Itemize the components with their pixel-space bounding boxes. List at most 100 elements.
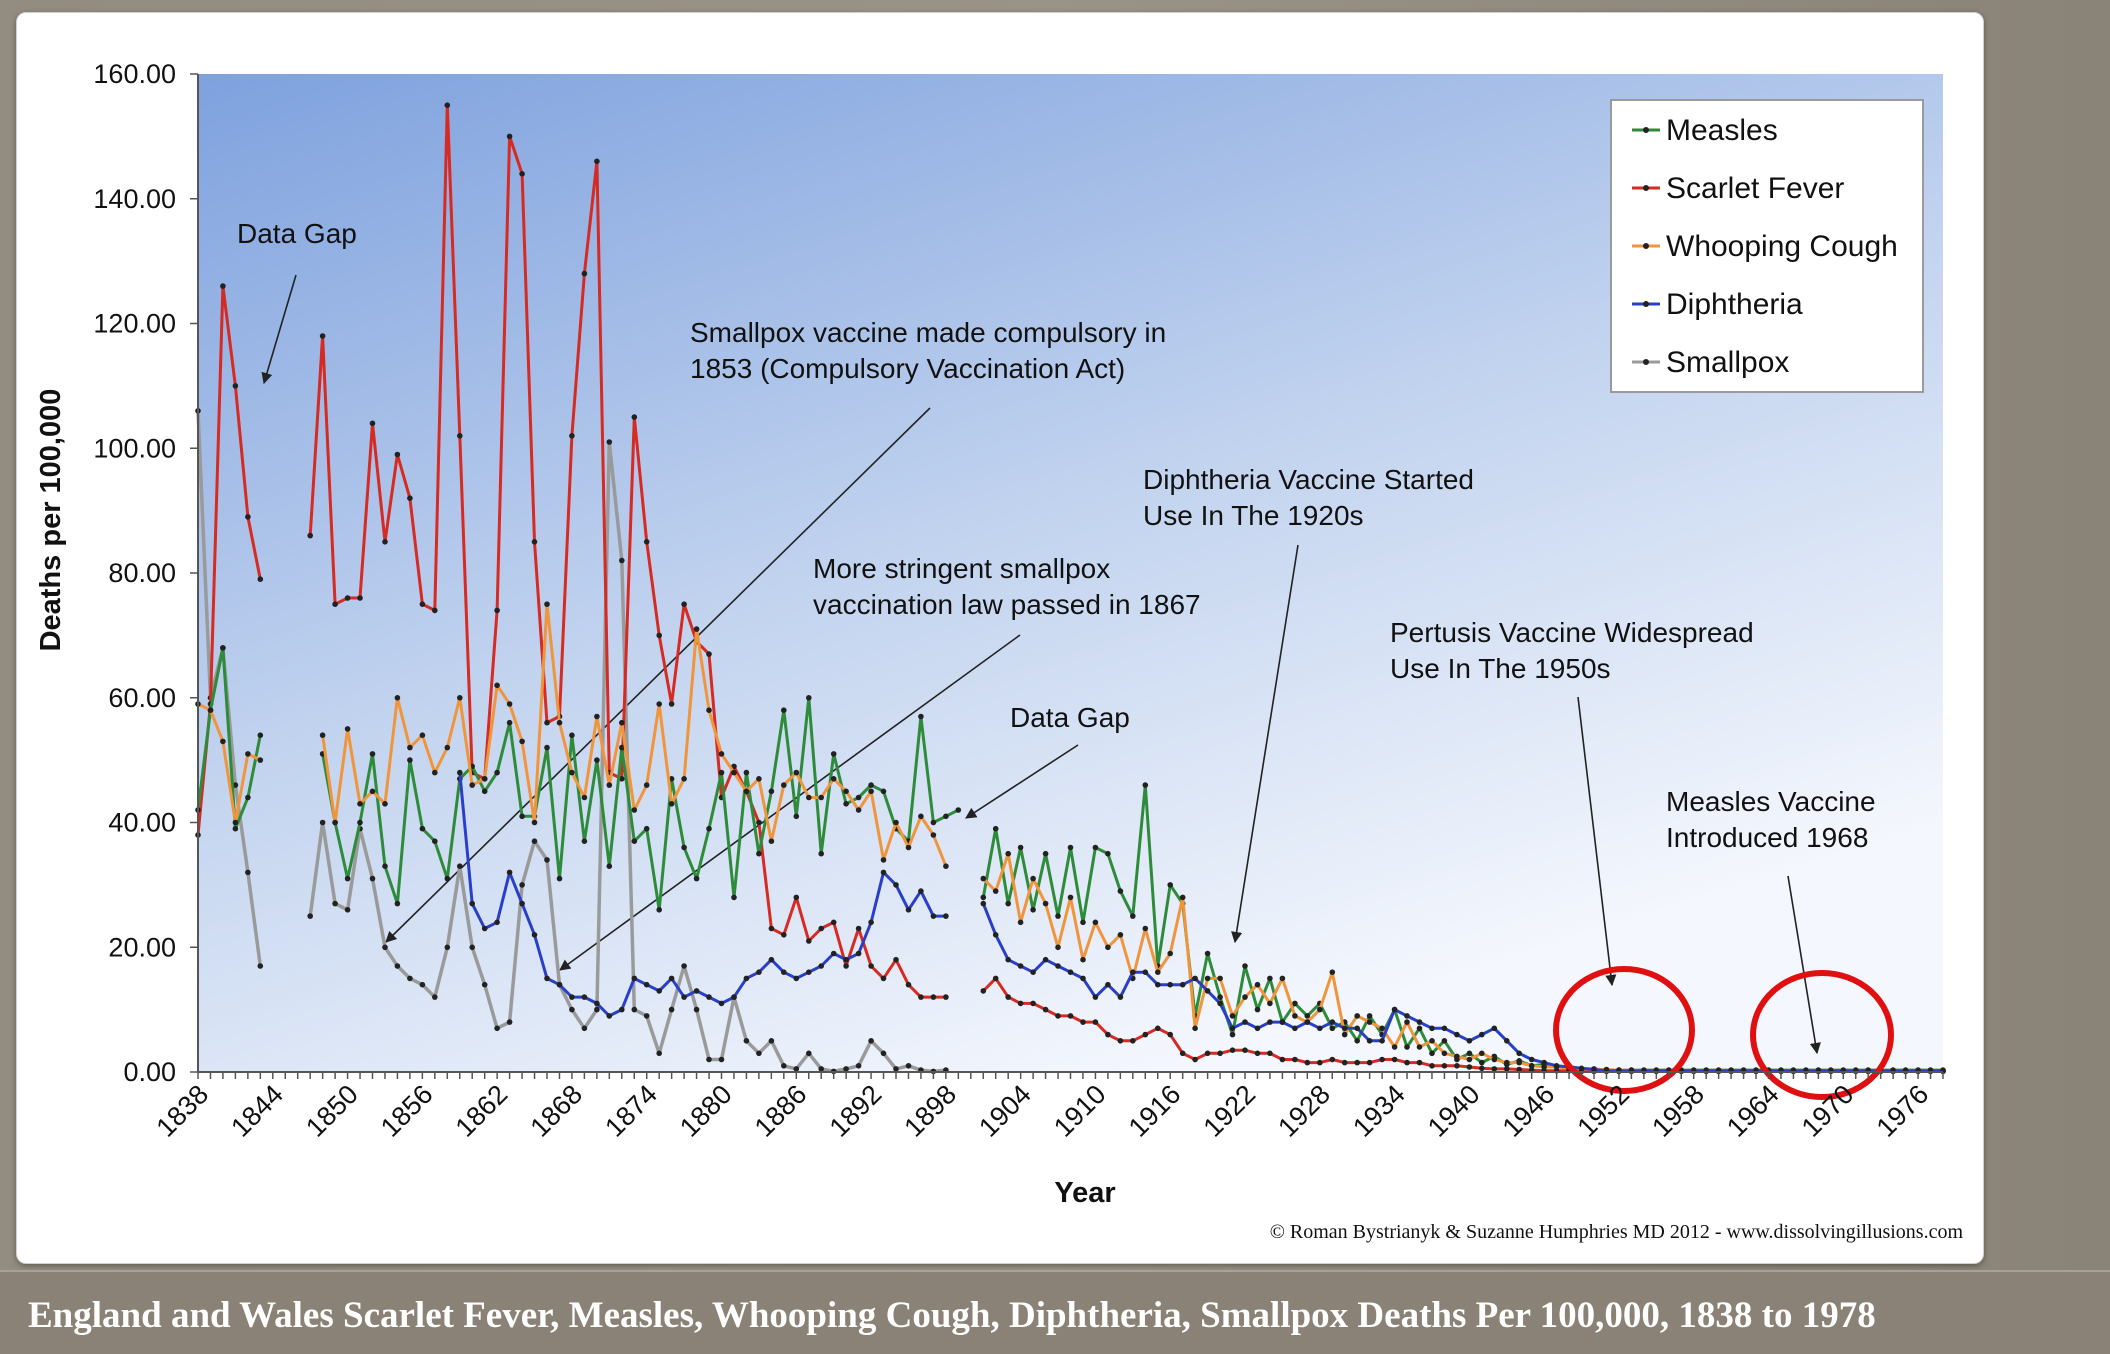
x-tick-label: 1868 <box>524 1079 588 1143</box>
data-point-diphtheria <box>1142 969 1149 975</box>
data-point-whooping-cough <box>1429 1038 1435 1044</box>
copyright-note: © Roman Bystrianyk & Suzanne Humphries M… <box>1270 1221 1964 1243</box>
data-point-smallpox <box>494 1025 500 1032</box>
data-point-whooping-cough <box>444 744 451 751</box>
data-point-scarlet-fever <box>1204 1050 1211 1057</box>
data-point-whooping-cough <box>830 776 837 782</box>
data-point-scarlet-fever <box>544 719 550 726</box>
data-point-measles <box>830 751 837 757</box>
data-point-scarlet-fever <box>681 601 687 607</box>
data-point-diphtheria <box>1092 994 1099 1000</box>
data-point-diphtheria <box>681 994 687 1000</box>
data-point-diphtheria <box>531 932 538 938</box>
data-point-diphtheria <box>1304 1019 1311 1025</box>
data-point-whooping-cough <box>344 726 351 732</box>
legend-item-measles: Measles <box>1632 114 1778 147</box>
x-tick-label: 1958 <box>1646 1079 1710 1143</box>
series-line-measles <box>196 646 262 831</box>
data-point-measles <box>943 813 949 820</box>
data-point-diphtheria <box>1117 994 1124 1000</box>
data-point-diphtheria <box>1292 1025 1298 1032</box>
data-point-measles <box>656 907 662 913</box>
data-point-whooping-cough <box>1042 900 1049 907</box>
data-point-diphtheria <box>756 969 762 975</box>
data-point-diphtheria <box>581 994 588 1000</box>
data-point-scarlet-fever <box>930 994 937 1000</box>
legend-marker <box>1643 243 1649 249</box>
data-point-smallpox <box>806 1050 812 1057</box>
data-point-scarlet-fever <box>1105 1031 1111 1038</box>
data-point-whooping-cough <box>1279 975 1286 982</box>
data-point-whooping-cough <box>544 601 550 607</box>
data-point-measles <box>506 719 513 726</box>
x-tick-label: 1964 <box>1721 1079 1785 1143</box>
x-tick-label: 1928 <box>1272 1079 1336 1143</box>
x-axis-title: Year <box>1054 1177 1115 1209</box>
data-point-whooping-cough <box>1354 1013 1360 1019</box>
data-point-scarlet-fever <box>344 595 351 601</box>
data-point-whooping-cough <box>1217 975 1223 982</box>
data-point-scarlet-fever <box>818 925 824 932</box>
data-point-scarlet-fever <box>1279 1056 1286 1063</box>
data-point-smallpox <box>768 1038 775 1044</box>
data-point-whooping-cough <box>581 794 588 801</box>
data-point-whooping-cough <box>893 819 899 826</box>
x-tick-label: 1946 <box>1497 1079 1561 1143</box>
data-point-scarlet-fever <box>992 975 999 982</box>
data-point-whooping-cough <box>1329 969 1336 975</box>
data-point-measles <box>1479 1059 1485 1066</box>
data-point-scarlet-fever <box>357 595 363 601</box>
data-point-diphtheria <box>768 956 775 963</box>
data-point-whooping-cough <box>1142 925 1149 932</box>
data-point-diphtheria <box>1429 1025 1435 1032</box>
x-tick-label: 1862 <box>450 1079 514 1143</box>
data-point-measles <box>245 794 251 801</box>
data-point-whooping-cough <box>668 801 675 807</box>
data-point-measles <box>569 732 575 738</box>
data-point-diphtheria <box>1541 1059 1547 1066</box>
data-point-measles <box>1229 1031 1236 1038</box>
data-point-whooping-cough <box>1379 1025 1385 1032</box>
data-point-diphtheria <box>1179 981 1186 988</box>
data-point-scarlet-fever <box>1254 1050 1261 1057</box>
annotation-text: Introduced 1968 <box>1666 822 1868 853</box>
data-point-whooping-cough <box>781 782 787 788</box>
data-point-measles <box>394 900 401 907</box>
data-point-whooping-cough <box>930 832 937 838</box>
data-point-whooping-cough <box>319 732 326 738</box>
x-tick-label: 1904 <box>973 1079 1037 1143</box>
data-point-measles <box>220 645 226 651</box>
data-point-diphtheria <box>1528 1056 1535 1063</box>
data-point-whooping-cough <box>1017 919 1024 926</box>
data-point-smallpox <box>843 1066 849 1072</box>
data-point-diphtheria <box>1130 969 1136 975</box>
data-point-whooping-cough <box>531 819 538 826</box>
data-point-diphtheria <box>1479 1031 1485 1038</box>
data-point-scarlet-fever <box>619 776 625 782</box>
data-point-scarlet-fever <box>506 133 513 140</box>
data-point-whooping-cough <box>1504 1059 1510 1066</box>
data-point-diphtheria <box>469 900 476 907</box>
data-point-diphtheria <box>1366 1038 1373 1044</box>
data-point-diphtheria <box>918 888 924 894</box>
data-point-scarlet-fever <box>1142 1031 1149 1038</box>
data-point-whooping-cough <box>1117 932 1124 938</box>
data-point-scarlet-fever <box>1179 1050 1186 1057</box>
data-point-scarlet-fever <box>1292 1056 1298 1063</box>
highlight-circles <box>1553 966 1894 1100</box>
legend-item-scarlet-fever: Scarlet Fever <box>1632 172 1844 205</box>
data-point-scarlet-fever <box>731 763 737 770</box>
annotation-arrow <box>385 407 931 943</box>
data-point-whooping-cough <box>569 769 575 776</box>
data-point-diphtheria <box>843 956 849 963</box>
annotation-text: More stringent smallpox <box>813 553 1110 584</box>
legend-label: Smallpox <box>1666 346 1789 379</box>
data-point-diphtheria <box>544 975 550 982</box>
data-point-smallpox <box>818 1066 824 1072</box>
x-tick-label: 1940 <box>1422 1079 1486 1143</box>
data-point-whooping-cough <box>432 769 438 776</box>
data-point-scarlet-fever <box>444 102 451 108</box>
data-point-diphtheria <box>731 994 737 1000</box>
y-tick-label: 100.00 <box>93 433 176 463</box>
data-point-diphtheria <box>1317 1025 1323 1032</box>
